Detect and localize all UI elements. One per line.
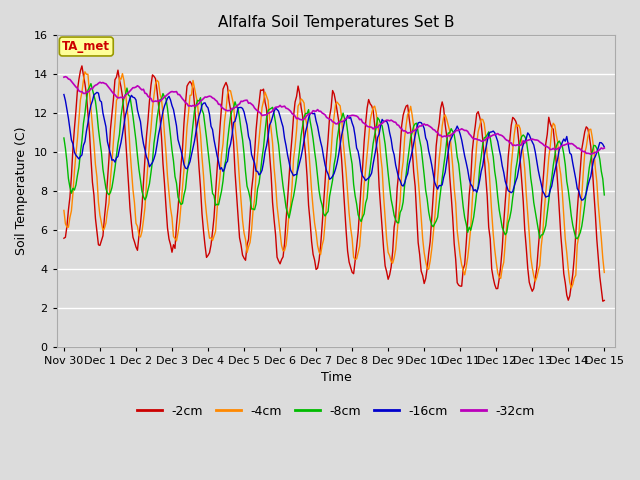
- Y-axis label: Soil Temperature (C): Soil Temperature (C): [15, 127, 28, 255]
- Text: TA_met: TA_met: [62, 40, 110, 53]
- Title: Alfalfa Soil Temperatures Set B: Alfalfa Soil Temperatures Set B: [218, 15, 454, 30]
- Legend: -2cm, -4cm, -8cm, -16cm, -32cm: -2cm, -4cm, -8cm, -16cm, -32cm: [132, 400, 540, 423]
- X-axis label: Time: Time: [321, 372, 351, 384]
